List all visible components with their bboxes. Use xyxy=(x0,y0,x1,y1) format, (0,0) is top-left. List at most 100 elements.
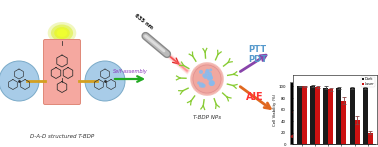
Circle shape xyxy=(201,84,206,88)
Ellipse shape xyxy=(304,90,309,97)
Ellipse shape xyxy=(353,127,355,129)
Circle shape xyxy=(199,70,203,74)
Ellipse shape xyxy=(199,62,217,84)
Ellipse shape xyxy=(335,138,342,140)
Ellipse shape xyxy=(199,74,217,96)
Ellipse shape xyxy=(346,119,354,128)
Ellipse shape xyxy=(326,117,333,126)
Ellipse shape xyxy=(297,93,304,97)
Ellipse shape xyxy=(299,120,304,124)
Ellipse shape xyxy=(361,128,366,134)
Circle shape xyxy=(85,61,125,101)
Ellipse shape xyxy=(343,121,345,125)
Circle shape xyxy=(209,80,215,86)
Ellipse shape xyxy=(370,98,371,105)
Ellipse shape xyxy=(202,68,223,86)
Text: 635 nm: 635 nm xyxy=(133,12,154,30)
Bar xyxy=(328,89,333,144)
Ellipse shape xyxy=(57,29,67,37)
Ellipse shape xyxy=(192,65,212,85)
Ellipse shape xyxy=(315,123,323,129)
Ellipse shape xyxy=(197,74,215,96)
Circle shape xyxy=(209,68,212,71)
Ellipse shape xyxy=(326,100,330,104)
Ellipse shape xyxy=(191,72,212,90)
Ellipse shape xyxy=(322,113,324,115)
Ellipse shape xyxy=(200,63,220,84)
Ellipse shape xyxy=(299,106,305,114)
Ellipse shape xyxy=(355,125,359,130)
Bar xyxy=(323,88,328,144)
Text: T-BDP NPs: T-BDP NPs xyxy=(193,115,221,120)
Ellipse shape xyxy=(194,63,214,84)
Bar xyxy=(310,86,315,144)
Text: D-A-D structured T-BDP: D-A-D structured T-BDP xyxy=(30,134,94,139)
Ellipse shape xyxy=(305,106,308,108)
Ellipse shape xyxy=(339,127,343,133)
Bar xyxy=(302,86,307,144)
Ellipse shape xyxy=(305,130,311,133)
Bar xyxy=(363,88,368,144)
Ellipse shape xyxy=(315,93,319,96)
Ellipse shape xyxy=(341,102,347,108)
Ellipse shape xyxy=(306,104,314,110)
Ellipse shape xyxy=(360,124,364,127)
Text: PDT: PDT xyxy=(248,55,267,64)
Ellipse shape xyxy=(349,108,354,113)
Ellipse shape xyxy=(358,90,362,93)
Ellipse shape xyxy=(51,25,73,41)
Ellipse shape xyxy=(202,70,224,88)
Ellipse shape xyxy=(324,106,333,112)
Circle shape xyxy=(209,76,213,80)
Circle shape xyxy=(208,72,212,76)
Circle shape xyxy=(203,74,208,79)
Ellipse shape xyxy=(362,101,369,103)
Ellipse shape xyxy=(334,89,343,97)
Ellipse shape xyxy=(293,111,297,117)
Circle shape xyxy=(207,74,213,80)
Ellipse shape xyxy=(314,123,321,129)
Legend: Dark, Laser: Dark, Laser xyxy=(361,77,375,87)
Bar xyxy=(297,86,302,144)
Ellipse shape xyxy=(310,114,314,118)
Bar xyxy=(315,87,320,144)
Circle shape xyxy=(205,70,210,75)
Y-axis label: Cell Viability (%): Cell Viability (%) xyxy=(273,93,277,126)
Ellipse shape xyxy=(316,128,323,134)
Circle shape xyxy=(209,80,214,86)
Ellipse shape xyxy=(201,73,222,93)
Ellipse shape xyxy=(310,134,313,139)
Circle shape xyxy=(202,73,207,78)
FancyBboxPatch shape xyxy=(43,40,81,105)
Ellipse shape xyxy=(364,124,369,128)
Ellipse shape xyxy=(324,90,329,94)
Ellipse shape xyxy=(338,88,343,92)
Ellipse shape xyxy=(346,97,350,101)
Ellipse shape xyxy=(313,108,324,112)
Text: AIE: AIE xyxy=(246,92,263,102)
Text: PTT: PTT xyxy=(248,46,266,55)
Ellipse shape xyxy=(368,128,372,131)
Ellipse shape xyxy=(190,70,212,88)
Ellipse shape xyxy=(302,128,306,138)
Ellipse shape xyxy=(361,89,367,95)
Ellipse shape xyxy=(311,102,314,104)
Ellipse shape xyxy=(194,74,214,95)
Ellipse shape xyxy=(330,123,339,127)
Circle shape xyxy=(206,69,209,73)
Ellipse shape xyxy=(364,98,373,104)
Text: Self-assembly: Self-assembly xyxy=(113,69,147,74)
Ellipse shape xyxy=(311,120,313,123)
Ellipse shape xyxy=(332,99,339,107)
Ellipse shape xyxy=(48,22,76,44)
Ellipse shape xyxy=(339,94,342,96)
Ellipse shape xyxy=(290,134,299,138)
Ellipse shape xyxy=(200,74,220,95)
Bar xyxy=(355,120,359,144)
Bar xyxy=(290,82,375,144)
Ellipse shape xyxy=(197,62,215,84)
Circle shape xyxy=(197,81,200,85)
Ellipse shape xyxy=(361,105,369,108)
Ellipse shape xyxy=(364,118,367,122)
Ellipse shape xyxy=(322,128,330,136)
